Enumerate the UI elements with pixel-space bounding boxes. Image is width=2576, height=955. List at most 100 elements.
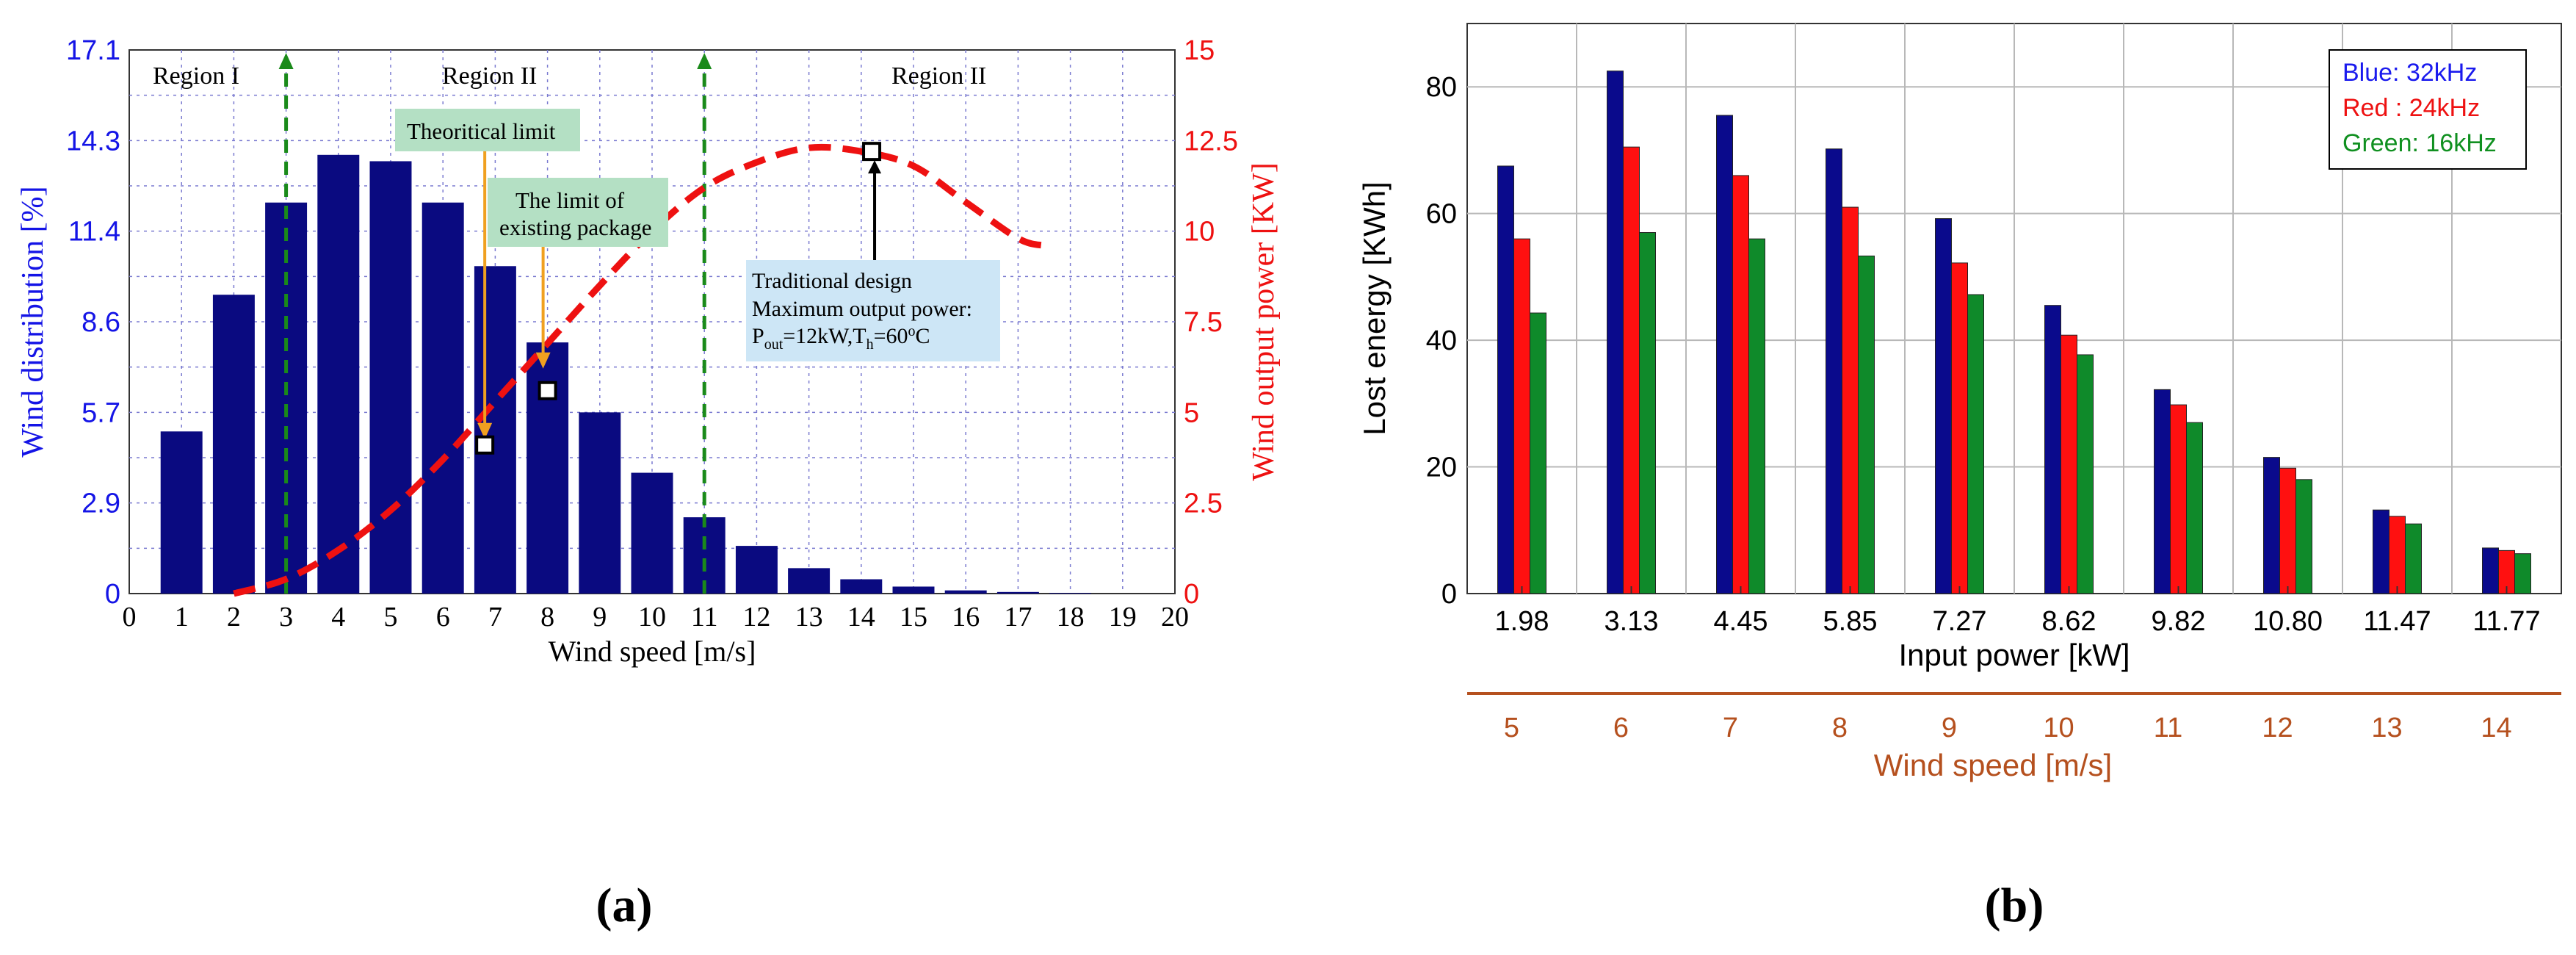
bar <box>317 154 360 594</box>
bar <box>2061 334 2077 594</box>
x-tick-label: 1 <box>175 602 189 633</box>
x-tick-label: 18 <box>1057 602 1085 633</box>
x-tick-label: 4.45 <box>1714 606 1768 637</box>
lost-energy-chart: 1.98 3.13 4.45 5.85 7.27 8.62 9.82 10.80 11.47 11… <box>1357 23 2562 932</box>
wind-speed-tick-label: 7 <box>1723 713 1738 743</box>
x-axis-label-b: Input power [kW] <box>1898 638 2130 672</box>
bars-a <box>160 154 1092 594</box>
bar <box>2373 509 2389 594</box>
bar <box>2514 553 2531 594</box>
bar <box>2263 457 2280 594</box>
x-tick-label: 0 <box>123 602 137 633</box>
bar <box>1858 255 1875 594</box>
bar <box>265 202 308 594</box>
power-curve <box>233 143 1046 597</box>
x-tick-label: 9 <box>593 602 607 633</box>
x-tick-label: 19 <box>1109 602 1137 633</box>
bar <box>160 431 203 594</box>
region-label-3: Region II <box>891 62 986 90</box>
design-note-title: Traditional design <box>752 269 912 293</box>
bar <box>2044 305 2061 594</box>
panel-label-b: (b) <box>1985 879 2044 932</box>
bar <box>422 202 464 594</box>
wind-distribution-chart: Region I Region II Region II Theoritical… <box>16 35 1281 932</box>
bar <box>1732 175 1749 594</box>
x-tick-label: 9.82 <box>2152 606 2206 637</box>
bar <box>579 412 621 594</box>
x-tick-label: 13 <box>795 602 823 633</box>
region-label-1: Region I <box>153 62 239 90</box>
x-tick-label: 11 <box>691 602 718 633</box>
wind-speed-tick-label: 11 <box>2154 713 2182 743</box>
bar <box>1826 148 1842 594</box>
region-lines <box>278 53 712 594</box>
x-tick-label: 7 <box>488 602 502 633</box>
wind-speed-tick-label: 5 <box>1504 713 1519 743</box>
bar <box>2154 389 2171 594</box>
y2-tick-labels-a: 0 2.5 5 7.5 10 12.5 15 <box>1184 35 1238 610</box>
wind-speed-tick-label: 10 <box>2043 713 2074 743</box>
x-tick-label: 10 <box>638 602 666 633</box>
bar <box>735 546 778 594</box>
x-tick-label: 3.13 <box>1604 606 1659 637</box>
y-tick-label: 0 <box>105 579 120 610</box>
bar <box>1951 262 1968 594</box>
wind-speed-tick-label: 14 <box>2481 713 2511 743</box>
theoretical-note-text: Theoritical limit <box>407 118 556 144</box>
x-tick-label: 7.27 <box>1933 606 1987 637</box>
y-tick-labels-b: 0 20 40 60 80 <box>1426 72 1457 610</box>
y-tick-label: 8.6 <box>82 307 120 338</box>
y-tick-label: 20 <box>1426 453 1457 483</box>
y-tick-labels-a: 0 2.9 5.7 8.6 11.4 14.3 17.1 <box>66 35 120 610</box>
x-tick-label: 2 <box>227 602 241 633</box>
panel-label-a: (a) <box>596 879 653 932</box>
wind-speed-tick-label: 12 <box>2262 713 2293 743</box>
bar <box>1639 232 1656 594</box>
x-tick-label: 8 <box>540 602 554 633</box>
callout-arrows <box>477 151 882 439</box>
design-note-line3: Pout=12kW,Th=60oC <box>752 323 930 353</box>
region-label-2: Region II <box>442 62 537 90</box>
y2-tick-label: 5 <box>1184 397 1199 428</box>
grid-b <box>1467 24 2561 594</box>
x-tick-label: 12 <box>742 602 770 633</box>
x-tick-label: 11.77 <box>2472 606 2540 637</box>
bar <box>1607 71 1624 594</box>
bar <box>1935 218 1952 594</box>
x-tick-label: 5.85 <box>1823 606 1878 637</box>
bar <box>1513 238 1530 594</box>
x-axis-label-a: Wind speed [m/s] <box>549 635 756 668</box>
x-tick-label: 11.47 <box>2363 606 2431 637</box>
existing-note-line1: The limit of <box>515 187 625 213</box>
marker-square <box>538 381 557 400</box>
bar <box>2279 467 2296 594</box>
x-tick-labels-a: 0 1 2 3 4 5 6 7 8 9 10 11 12 13 14 15 16 17 18 19 20 <box>123 602 1190 633</box>
legend-b: Blue: 32kHz Red : 24kHz Green: 16kHz <box>2329 49 2527 170</box>
bar <box>2295 479 2312 594</box>
markers <box>475 142 882 455</box>
y2-tick-label: 10 <box>1184 217 1215 248</box>
bar <box>2186 422 2203 594</box>
existing-note-line2: existing package <box>499 215 651 240</box>
bar <box>944 590 987 594</box>
bar <box>527 342 569 594</box>
bar <box>1623 146 1640 594</box>
x-tick-label: 15 <box>900 602 927 633</box>
y-tick-label: 2.9 <box>82 489 120 519</box>
region-divider-arrow <box>278 53 294 69</box>
legend-box <box>2329 49 2527 170</box>
y2-tick-label: 0 <box>1184 579 1199 610</box>
y2-tick-label: 12.5 <box>1184 126 1238 156</box>
bar <box>1748 238 1765 594</box>
y2-axis-label-a: Wind output power [KW] <box>1247 162 1281 480</box>
callout-arrow-head <box>535 352 551 369</box>
y-tick-label: 40 <box>1426 325 1457 356</box>
x-tick-label: 10.80 <box>2253 606 2323 637</box>
wind-speed-axis-label: Wind speed [m/s] <box>1874 748 2112 782</box>
wind-speed-tick-label: 9 <box>1942 713 1957 743</box>
wind-speed-tick-label: 8 <box>1832 713 1848 743</box>
bar <box>2077 354 2094 594</box>
x-tick-label: 14 <box>847 602 875 633</box>
y-axis-label-a: Wind distribution [%] <box>16 186 50 457</box>
y-tick-label: 11.4 <box>68 217 120 248</box>
